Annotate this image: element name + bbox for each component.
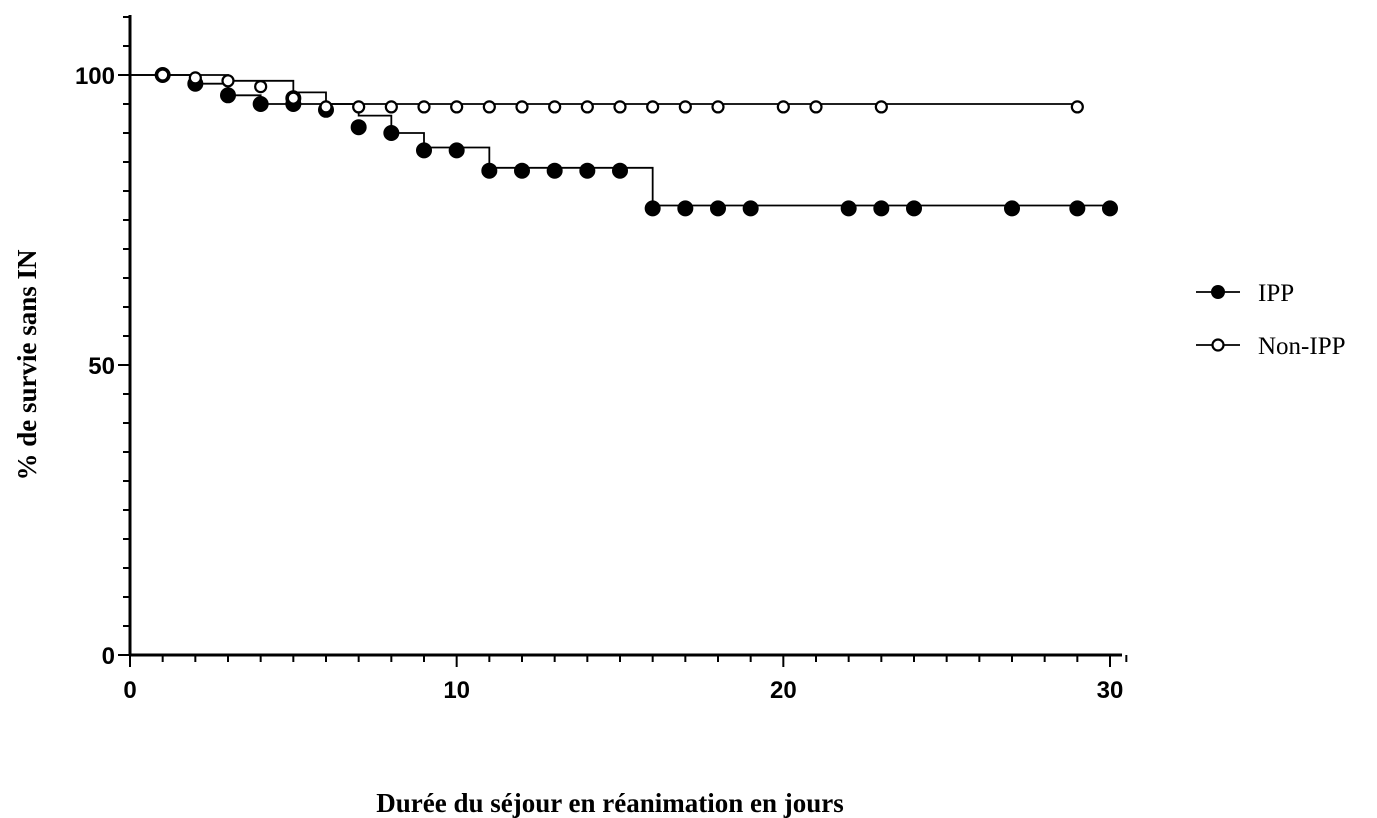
point-non-ipp: [384, 100, 398, 114]
point-ipp: [644, 200, 661, 217]
point-non-ipp: [156, 68, 170, 82]
legend-label-ipp: IPP: [1258, 280, 1294, 307]
x-tick-label: 0: [123, 677, 136, 704]
point-ipp: [1069, 200, 1086, 217]
legend-marker-non-ipp: [1211, 338, 1225, 352]
y-tick-label: 0: [102, 643, 115, 670]
legend: IPP Non-IPP: [1196, 280, 1346, 360]
series-layer: [130, 67, 1118, 217]
point-ipp: [220, 87, 236, 104]
point-non-ipp: [450, 100, 464, 114]
point-ipp: [906, 200, 922, 217]
point-ipp: [677, 200, 694, 217]
point-ipp: [448, 142, 465, 159]
point-ipp: [514, 162, 530, 179]
point-non-ipp: [613, 100, 627, 114]
x-tick-label: 10: [443, 677, 470, 704]
point-non-ipp: [417, 100, 431, 114]
point-non-ipp: [319, 100, 333, 114]
x-tick-label: 20: [770, 677, 797, 704]
point-non-ipp: [352, 100, 366, 114]
point-ipp: [383, 125, 400, 141]
point-non-ipp: [678, 100, 692, 114]
point-non-ipp: [482, 100, 496, 114]
point-non-ipp: [646, 100, 660, 114]
point-non-ipp: [1070, 100, 1084, 114]
x-tick-label: 30: [1097, 677, 1124, 704]
legend-marker-ipp: [1211, 285, 1225, 299]
point-ipp: [1102, 200, 1118, 217]
point-ipp: [742, 200, 759, 217]
point-non-ipp: [548, 100, 562, 114]
series-line-non-ipp: [130, 74, 1078, 105]
point-ipp: [350, 119, 367, 136]
point-non-ipp: [776, 100, 790, 114]
point-ipp: [481, 162, 498, 179]
series-line-ipp: [130, 74, 1110, 207]
axes: 0 10 20 30 0 50 100: [75, 15, 1128, 704]
x-axis-label: Durée du séjour en réanimation en jours: [376, 788, 843, 818]
point-non-ipp: [809, 100, 823, 114]
point-non-ipp: [188, 71, 202, 85]
point-non-ipp: [580, 100, 594, 114]
point-ipp: [612, 162, 628, 179]
point-ipp: [1004, 200, 1020, 217]
point-non-ipp: [221, 74, 235, 88]
point-ipp: [579, 162, 596, 179]
point-non-ipp: [254, 79, 268, 94]
y-tick-label: 100: [75, 63, 115, 90]
y-tick-label: 50: [88, 353, 115, 380]
point-ipp: [416, 142, 432, 159]
point-non-ipp: [711, 100, 725, 114]
y-axis-label: % de survie sans IN: [12, 249, 42, 481]
point-ipp: [546, 162, 563, 179]
point-ipp: [873, 200, 890, 217]
point-non-ipp: [515, 100, 529, 114]
point-ipp: [840, 200, 857, 217]
point-non-ipp: [286, 91, 300, 105]
point-non-ipp: [874, 100, 888, 114]
point-ipp: [710, 200, 726, 217]
legend-label-non-ipp: Non-IPP: [1258, 333, 1346, 360]
point-ipp: [252, 96, 269, 112]
